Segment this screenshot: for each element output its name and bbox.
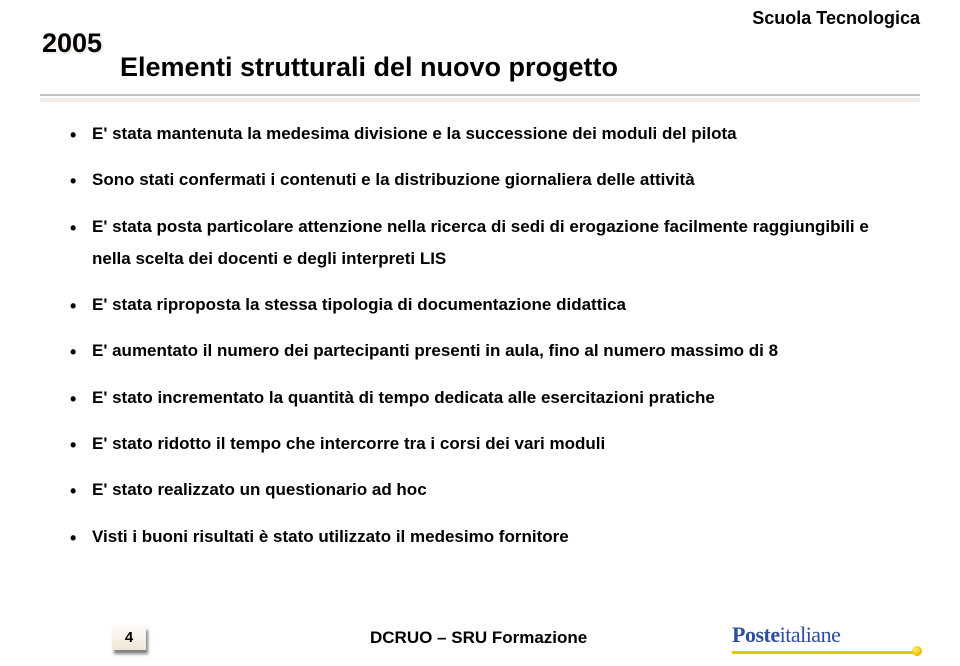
title-divider <box>40 94 920 96</box>
bullet-item: E' stato incrementato la quantità di tem… <box>70 382 900 414</box>
bullet-item: Sono stati confermati i contenuti e la d… <box>70 164 900 196</box>
header-category: Scuola Tecnologica <box>752 8 920 29</box>
bullet-item: E' stata mantenuta la medesima divisione… <box>70 118 900 150</box>
bullet-item: E' stata riproposta la stessa tipologia … <box>70 289 900 321</box>
bullet-list: E' stata mantenuta la medesima divisione… <box>70 118 900 553</box>
footer: 4 DCRUO – SRU Formazione Posteitaliane <box>0 614 960 654</box>
bullet-item: E' stata posta particolare attenzione ne… <box>70 211 900 276</box>
bullet-item: E' stato realizzato un questionario ad h… <box>70 474 900 506</box>
footer-text: DCRUO – SRU Formazione <box>370 628 587 648</box>
slide-page: 2005 Scuola Tecnologica Elementi struttu… <box>0 0 960 666</box>
logo-underline <box>732 651 918 654</box>
bullet-item: E' stato ridotto il tempo che intercorre… <box>70 428 900 460</box>
slide-title: Elementi strutturali del nuovo progetto <box>120 52 618 83</box>
posteitaliane-logo: Posteitaliane <box>732 622 918 654</box>
logo-text-light: italiane <box>780 622 841 647</box>
logo-dot-icon <box>912 646 922 656</box>
logo-text-bold: Poste <box>732 622 780 647</box>
bullet-item: Visti i buoni risultati è stato utilizza… <box>70 521 900 553</box>
content-area: E' stata mantenuta la medesima divisione… <box>70 118 900 567</box>
bullet-item: E' aumentato il numero dei partecipanti … <box>70 335 900 367</box>
page-number: 4 <box>112 626 146 650</box>
year-label: 2005 <box>42 28 102 59</box>
